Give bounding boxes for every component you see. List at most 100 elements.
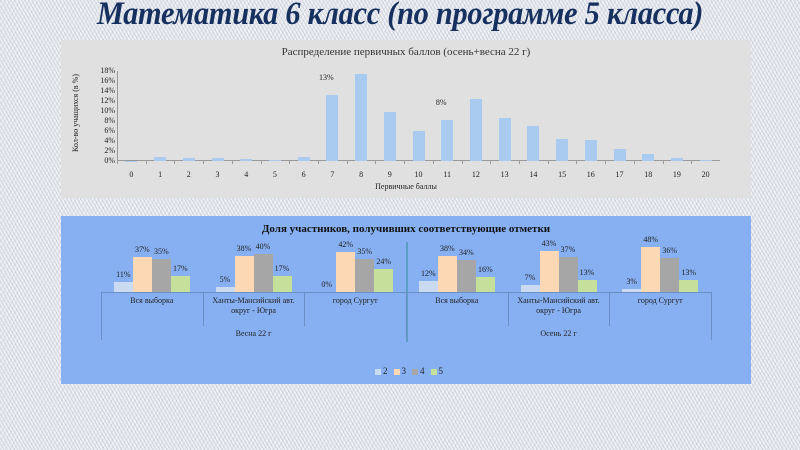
chart-title: Распределение первичных баллов (осень+ве… [281,46,531,58]
plot-area: 11% 37% 35% 17% 5% 38% 40% 17% 0% 42% 35% 24% 12% 38%… [101,235,711,292]
bar-grade-5 [679,279,699,292]
category-label: Ханты-Мансийский авт. округ - Югра [212,296,295,315]
category-separator [507,292,509,326]
data-label: 0% [321,280,332,289]
x-tick-label: 16 [586,170,595,179]
bar [268,159,281,161]
bar [498,117,511,161]
x-tick-mark [145,161,147,164]
data-label: 43% [541,239,557,249]
x-tick-mark [662,161,664,164]
x-tick-mark [117,161,118,164]
y-axis [117,71,118,161]
bar-grade-3 [437,256,457,292]
x-tick-label: 4 [244,170,249,179]
bar [670,158,683,161]
data-label: 36% [662,245,677,255]
x-tick-label: 1 [158,170,163,179]
bar [441,120,454,161]
x-tick-mark [174,161,176,164]
data-label: 24% [376,257,391,267]
bar [211,157,224,161]
season-divider [406,242,408,342]
category-label: Вся выборка [130,296,174,305]
bar [326,95,339,161]
x-tick-mark [691,161,693,164]
x-tick-mark [404,161,406,164]
category-separator [406,292,407,340]
x-tick-label: 11 [443,170,452,179]
bar-grade-4 [253,254,273,292]
bar [240,159,253,161]
category-label: Вся выборка [435,296,479,305]
x-tick-mark [375,161,377,164]
legend-label: 5 [438,366,444,376]
bar-grade-5 [272,275,292,292]
x-tick-label: 10 [414,170,423,179]
bar-grade-5 [170,275,190,292]
data-label: 13% [579,267,595,277]
x-tick-mark [490,161,492,164]
legend-label: 4 [420,366,425,376]
bar [154,157,167,161]
bar-grade-2 [113,281,133,292]
x-tick-mark [231,161,233,164]
bar [355,73,368,161]
bar [527,125,540,161]
x-tick-label: 14 [529,170,538,179]
bar [556,139,569,161]
data-label: 17% [274,263,290,273]
x-tick-mark [547,161,549,164]
x-tick-label: 19 [672,170,681,179]
data-label: 38% [439,244,455,254]
y-tick-label: 0% [104,156,115,165]
grade-share-chart: Доля участников, получивших соответствую… [61,216,751,384]
legend-label: 3 [401,366,407,376]
data-label: 12% [420,268,436,278]
legend-label: 2 [383,366,388,376]
x-tick-mark [576,161,578,164]
data-label: 13% [319,73,334,82]
data-label: 13% [681,267,696,277]
category-separator [711,292,712,340]
y-tick-label: 4% [104,136,115,145]
data-label: 8% [435,98,447,107]
y-tick-label: 16% [100,76,115,85]
x-tick-mark [203,161,205,164]
data-label: 3% [626,277,637,287]
y-tick-label: 6% [104,126,115,135]
bar-grade-2 [622,289,642,292]
data-label: 38% [236,244,252,254]
data-label: 37% [560,245,576,255]
y-tick-label: 12% [100,96,115,105]
bar [412,130,425,161]
category-separator [304,292,306,326]
data-label: 42% [338,240,353,250]
legend-swatch [412,368,418,375]
x-tick-label: 3 [215,170,220,179]
x-tick-label: 17 [615,170,624,179]
slide-title: Математика 6 класс (по программе 5 класс… [96,0,704,32]
x-tick-label: 7 [330,170,335,179]
season-label: Осень 22 г [540,329,577,338]
bar-grade-4 [558,257,578,292]
legend: 2 3 4 5 [61,366,751,376]
data-label: 35% [153,246,169,256]
y-tick-label: 2% [104,146,115,155]
y-tick-label: 8% [104,116,115,125]
category-separator [609,292,611,326]
y-tick-label: 14% [100,86,115,95]
x-tick-mark [432,161,434,164]
data-label: 7% [524,273,536,283]
category-label: Ханты-Мансийский авт. округ - Югра [517,296,600,315]
bar [383,112,396,161]
category-separator [101,292,102,340]
data-label: 48% [643,234,658,244]
category-label: город Сургут [332,296,378,305]
bar [125,160,138,161]
x-tick-mark [289,161,291,164]
bar [642,153,655,161]
bar-grade-3 [539,251,559,292]
chart-title: Доля участников, получивших соответствую… [261,223,551,235]
data-label: 34% [458,247,474,257]
